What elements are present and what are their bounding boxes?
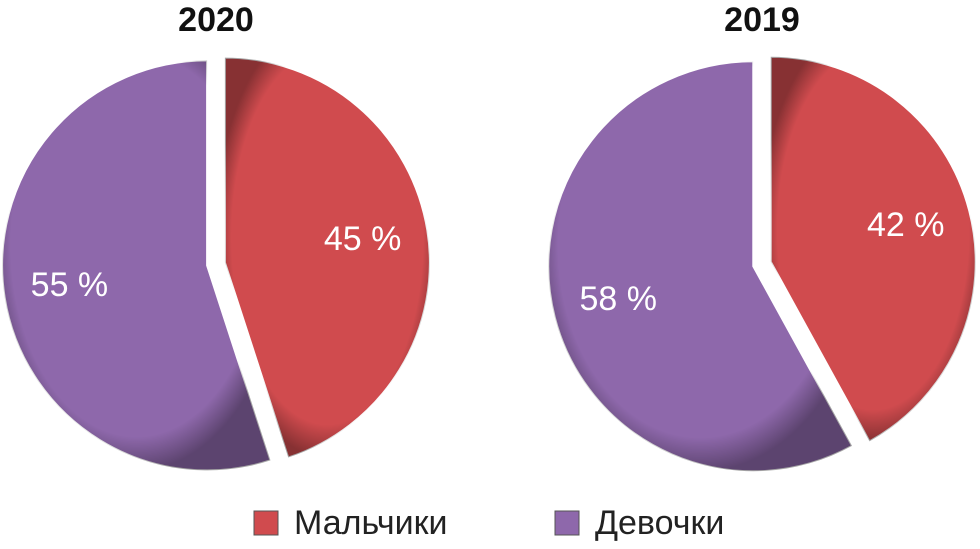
legend-label: Девочки	[595, 504, 724, 542]
legend-swatch	[253, 510, 279, 536]
legend-label: Мальчики	[294, 504, 447, 542]
value-label: 55 %	[31, 266, 109, 304]
value-label: 42 %	[867, 206, 945, 244]
chart-title: 2019	[724, 1, 800, 39]
value-label: 58 %	[580, 280, 658, 318]
chart-title: 2020	[178, 1, 254, 39]
legend-swatch	[554, 510, 580, 536]
value-label: 45 %	[324, 220, 402, 258]
